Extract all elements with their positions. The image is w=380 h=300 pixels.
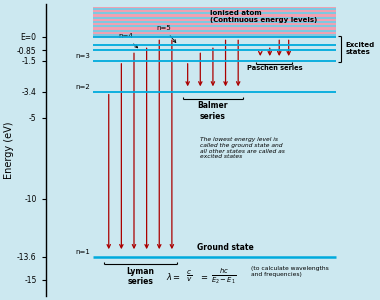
Text: $\frac{hc}{E_2-E_1}$: $\frac{hc}{E_2-E_1}$ <box>211 267 237 286</box>
Text: n=1: n=1 <box>76 249 90 255</box>
Bar <box>93 8 336 37</box>
Text: Lyman
series: Lyman series <box>126 267 154 286</box>
Text: n=5: n=5 <box>156 25 176 43</box>
Text: Excited
states: Excited states <box>345 42 375 55</box>
Text: n=2: n=2 <box>76 84 90 90</box>
Text: n=3: n=3 <box>76 53 90 59</box>
Text: The lowest energy level is
called the ground state and
all other states are call: The lowest energy level is called the gr… <box>200 137 285 159</box>
Text: $\frac{c}{v}$: $\frac{c}{v}$ <box>186 268 192 284</box>
Text: n=4: n=4 <box>118 33 138 48</box>
Text: (to calculate wavelengths
and frequencies): (to calculate wavelengths and frequencie… <box>251 266 329 277</box>
Y-axis label: Energy (eV): Energy (eV) <box>4 121 14 179</box>
Text: $=$: $=$ <box>199 272 209 281</box>
Text: Ionised atom
(Continuous energy levels): Ionised atom (Continuous energy levels) <box>210 10 317 23</box>
Text: Paschen series: Paschen series <box>247 65 302 71</box>
Text: Ground state: Ground state <box>197 243 254 252</box>
Text: Balmer
series: Balmer series <box>198 101 228 121</box>
Text: $\lambda=$: $\lambda=$ <box>166 271 180 282</box>
